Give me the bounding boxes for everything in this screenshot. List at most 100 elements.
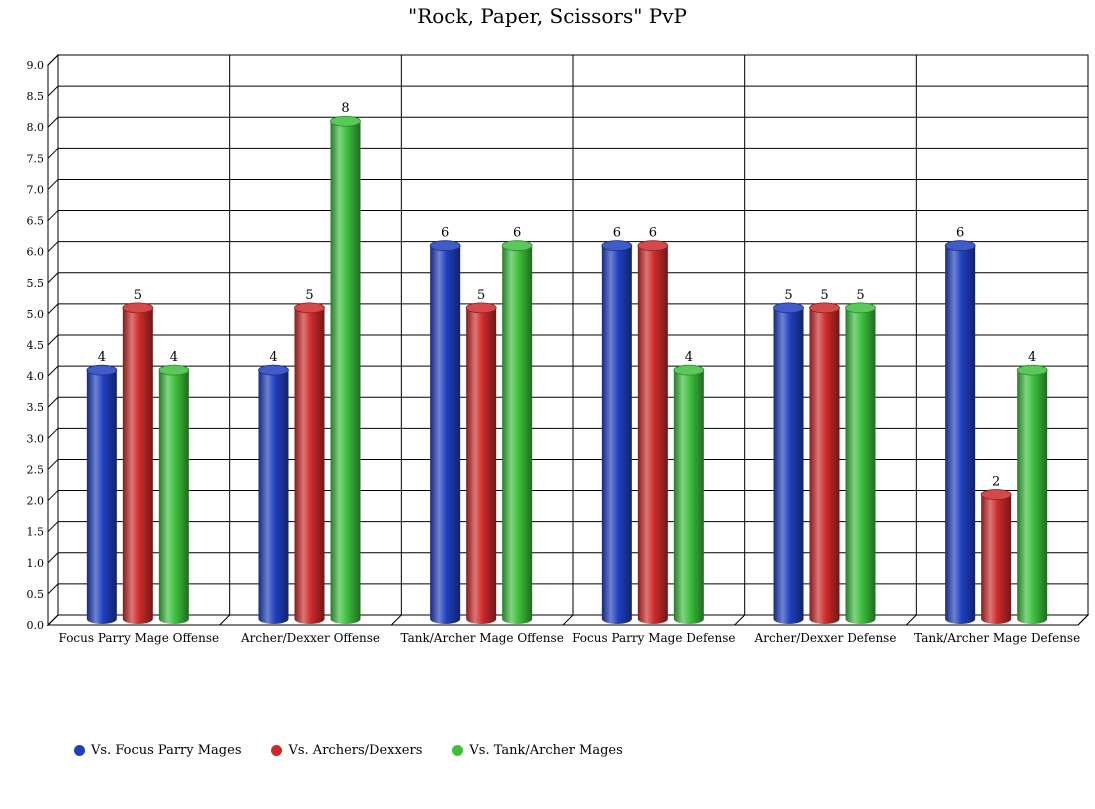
- data-label: 6: [513, 226, 521, 241]
- bar-top: [330, 115, 361, 127]
- data-label: 5: [134, 288, 142, 303]
- floor-divider: [1077, 614, 1089, 626]
- y-tick-label: 3.5: [27, 401, 45, 414]
- y-tick-label: 4.0: [27, 370, 45, 383]
- y-tick-label: 2.0: [27, 495, 45, 508]
- bar-top: [158, 364, 190, 376]
- gridline-wall: [47, 241, 59, 253]
- floor-divider: [47, 614, 59, 626]
- bar: [258, 364, 289, 624]
- gridline-wall: [47, 396, 59, 408]
- bar-top: [845, 302, 876, 314]
- gridline-wall: [47, 179, 59, 190]
- plot-border: [57, 54, 1089, 616]
- y-tick-label: 4.5: [27, 339, 45, 352]
- legend-swatch: [271, 744, 283, 756]
- bar-top: [773, 302, 804, 314]
- data-label: 6: [613, 226, 621, 241]
- gridline-wall: [47, 272, 59, 284]
- bar-body: [945, 245, 976, 624]
- bar: [637, 240, 669, 624]
- chart-title: "Rock, Paper, Scissors" PvP: [408, 4, 687, 28]
- x-category-label: Archer/Dexxer Offense: [240, 631, 380, 645]
- bar-body: [158, 370, 189, 624]
- legend-label: Vs. Tank/Archer Mages: [469, 742, 623, 758]
- gridline-wall: [47, 116, 59, 128]
- bar: [809, 302, 840, 624]
- gridline-wall: [47, 210, 59, 221]
- bar: [465, 302, 497, 624]
- gridline-wall: [47, 85, 59, 97]
- bar: [944, 240, 976, 624]
- bar-body: [809, 307, 840, 624]
- bar-body: [637, 245, 668, 624]
- bar-top: [294, 302, 325, 314]
- y-tick-label: 3.0: [27, 432, 45, 445]
- bar-top: [501, 240, 533, 252]
- y-tick-label: 1.0: [27, 557, 45, 570]
- bar-body: [330, 121, 361, 624]
- bar: [845, 302, 876, 624]
- bar: [122, 302, 154, 624]
- legend-swatch: [74, 744, 85, 756]
- bar-top: [673, 364, 705, 376]
- y-tick-label: 0.5: [27, 588, 45, 601]
- floor-divider: [562, 614, 574, 626]
- data-label: 5: [477, 288, 485, 303]
- data-label: 8: [341, 101, 349, 116]
- bar-top: [944, 240, 976, 252]
- legend-label: Vs. Focus Parry Mages: [91, 742, 242, 758]
- bar: [158, 364, 190, 624]
- bar-body: [502, 245, 533, 624]
- y-tick-label: 8.5: [27, 90, 45, 103]
- y-tick-label: 6.0: [27, 246, 45, 259]
- y-tick-label: 7.5: [27, 152, 45, 165]
- gridline-wall: [47, 365, 59, 377]
- data-label: 5: [820, 288, 828, 303]
- gridline-wall: [47, 459, 59, 470]
- data-label: 6: [441, 226, 449, 241]
- bar-top: [258, 364, 289, 376]
- data-label: 4: [170, 350, 178, 365]
- bar: [1016, 364, 1048, 624]
- gridline-wall: [47, 552, 59, 564]
- bar-top: [122, 302, 154, 314]
- bar-top: [1016, 364, 1048, 376]
- bar-body: [845, 307, 876, 624]
- y-tick-label: 6.5: [27, 215, 45, 228]
- legend-swatch: [452, 744, 464, 756]
- y-tick-label: 5.5: [27, 277, 45, 290]
- bar: [673, 364, 705, 624]
- bar-top: [601, 240, 633, 252]
- bar: [294, 302, 325, 624]
- data-label: 4: [269, 350, 277, 365]
- legend-label: Vs. Archers/Dexxers: [288, 742, 423, 758]
- data-label: 2: [992, 475, 1000, 490]
- bar-body: [773, 307, 804, 624]
- gridline-wall: [47, 303, 59, 315]
- bar-body: [122, 307, 153, 624]
- gridline-wall: [47, 54, 59, 66]
- gridline-wall: [47, 583, 59, 595]
- gridline-wall: [47, 147, 59, 159]
- floor-divider: [219, 614, 231, 626]
- bar: [501, 240, 533, 624]
- bar-top: [980, 489, 1012, 500]
- gridline-wall: [47, 521, 59, 533]
- bar-body: [294, 307, 325, 624]
- bar-top: [637, 240, 669, 252]
- y-tick-label: 2.5: [27, 463, 45, 476]
- bar: [980, 489, 1012, 624]
- bar-body: [1017, 370, 1048, 624]
- gridline-wall: [47, 334, 59, 346]
- floor-divider: [905, 614, 917, 626]
- data-label: 5: [784, 288, 792, 303]
- bar-top: [86, 364, 118, 376]
- y-tick-label: 8.0: [27, 121, 45, 134]
- legend-item: Vs. Focus Parry Mages: [74, 743, 241, 758]
- bar: [601, 240, 633, 624]
- y-tick-label: 7.0: [27, 183, 45, 196]
- data-label: 6: [649, 226, 657, 241]
